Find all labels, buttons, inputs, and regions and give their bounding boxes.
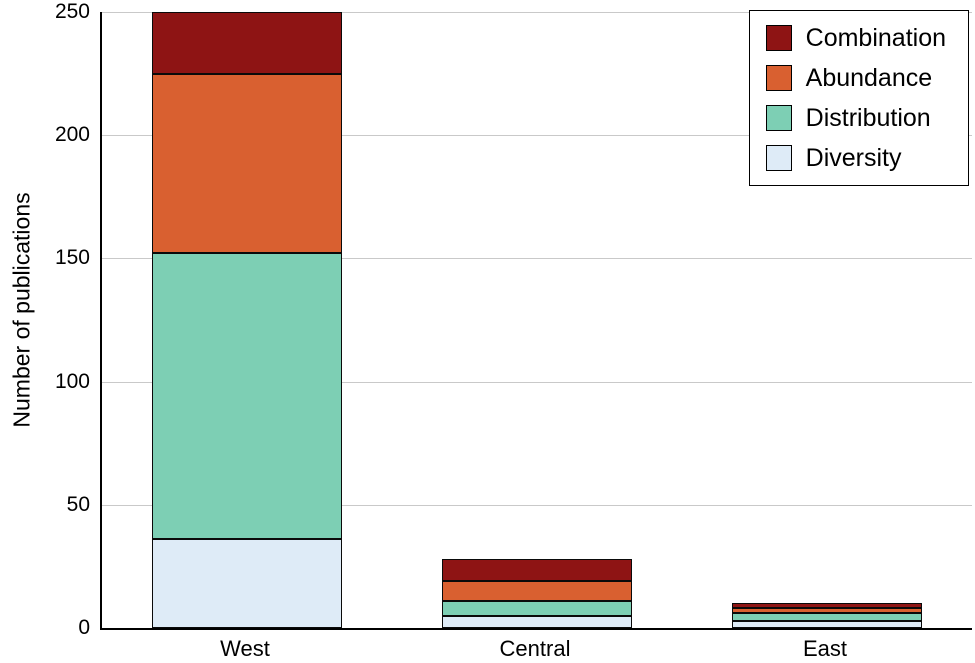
bar-segment-abundance bbox=[732, 608, 922, 614]
gridline bbox=[102, 135, 972, 137]
x-tick-label-west: West bbox=[220, 636, 270, 661]
bar-segment-combination bbox=[732, 603, 922, 609]
bar-segment-distribution bbox=[732, 613, 922, 621]
legend: Combination Abundance Distribution Diversit… bbox=[748, 10, 969, 186]
legend-item-abundance: Abundance bbox=[765, 64, 946, 92]
y-tick-label: 100 bbox=[54, 369, 90, 393]
legend-label-combination: Combination bbox=[805, 24, 946, 52]
plot-area bbox=[100, 12, 972, 630]
bar-segment-combination bbox=[442, 559, 632, 582]
gridline bbox=[102, 504, 972, 506]
bar-segment-diversity bbox=[442, 615, 632, 628]
bar-segment-distribution bbox=[442, 600, 632, 616]
y-tick-label: 150 bbox=[54, 246, 90, 270]
legend-swatch-combination bbox=[765, 25, 792, 51]
legend-label-diversity: Diversity bbox=[805, 144, 902, 172]
bar-segment-abundance bbox=[442, 581, 632, 601]
gridline bbox=[102, 381, 972, 383]
bar-segment-combination bbox=[152, 12, 342, 74]
y-tick-label: 200 bbox=[54, 123, 90, 147]
legend-label-distribution: Distribution bbox=[805, 104, 931, 132]
legend-swatch-diversity bbox=[765, 145, 792, 171]
bar-west bbox=[152, 12, 342, 628]
bar-segment-distribution bbox=[152, 253, 342, 540]
y-tick-label: 50 bbox=[66, 492, 90, 516]
bar-segment-abundance bbox=[152, 73, 342, 254]
legend-item-diversity: Diversity bbox=[765, 144, 946, 172]
bar-segment-diversity bbox=[732, 620, 922, 628]
legend-item-combination: Combination bbox=[765, 24, 946, 52]
legend-item-distribution: Distribution bbox=[765, 104, 946, 132]
legend-swatch-distribution bbox=[765, 105, 792, 131]
bar-central bbox=[442, 559, 632, 628]
y-tick-label: 250 bbox=[54, 0, 90, 23]
bar-segment-diversity bbox=[152, 539, 342, 628]
x-tick-label-east: East bbox=[802, 636, 848, 661]
bar-east bbox=[732, 603, 922, 628]
x-tick-label-central: Central bbox=[499, 636, 571, 661]
gridline bbox=[102, 12, 972, 13]
legend-label-abundance: Abundance bbox=[805, 64, 933, 92]
y-tick-label: 0 bbox=[78, 616, 90, 639]
legend-swatch-abundance bbox=[765, 65, 792, 91]
gridline bbox=[102, 258, 972, 260]
